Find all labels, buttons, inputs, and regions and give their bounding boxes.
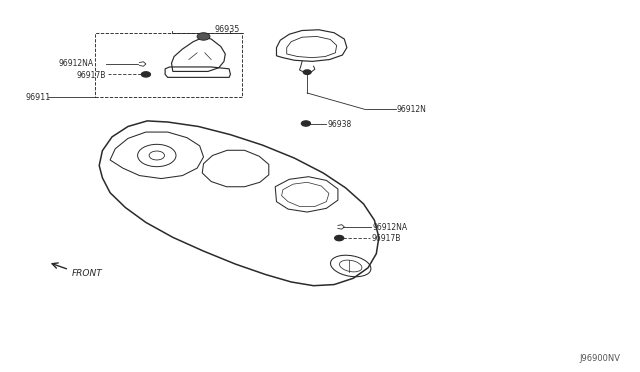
- Circle shape: [301, 121, 310, 126]
- Circle shape: [335, 235, 344, 241]
- Circle shape: [141, 72, 150, 77]
- Text: 96917B: 96917B: [77, 71, 106, 80]
- Text: 96938: 96938: [328, 120, 352, 129]
- Text: 96912N: 96912N: [397, 105, 427, 114]
- Text: FRONT: FRONT: [72, 269, 102, 278]
- Circle shape: [197, 33, 210, 40]
- Text: 96935: 96935: [214, 25, 240, 34]
- Circle shape: [303, 70, 311, 74]
- Text: 96911: 96911: [26, 93, 51, 102]
- Text: 96912NA: 96912NA: [59, 60, 94, 68]
- Bar: [95, 33, 242, 97]
- Text: J96900NV: J96900NV: [580, 354, 621, 363]
- Text: 96912NA: 96912NA: [372, 223, 408, 232]
- Text: 96917B: 96917B: [371, 234, 401, 243]
